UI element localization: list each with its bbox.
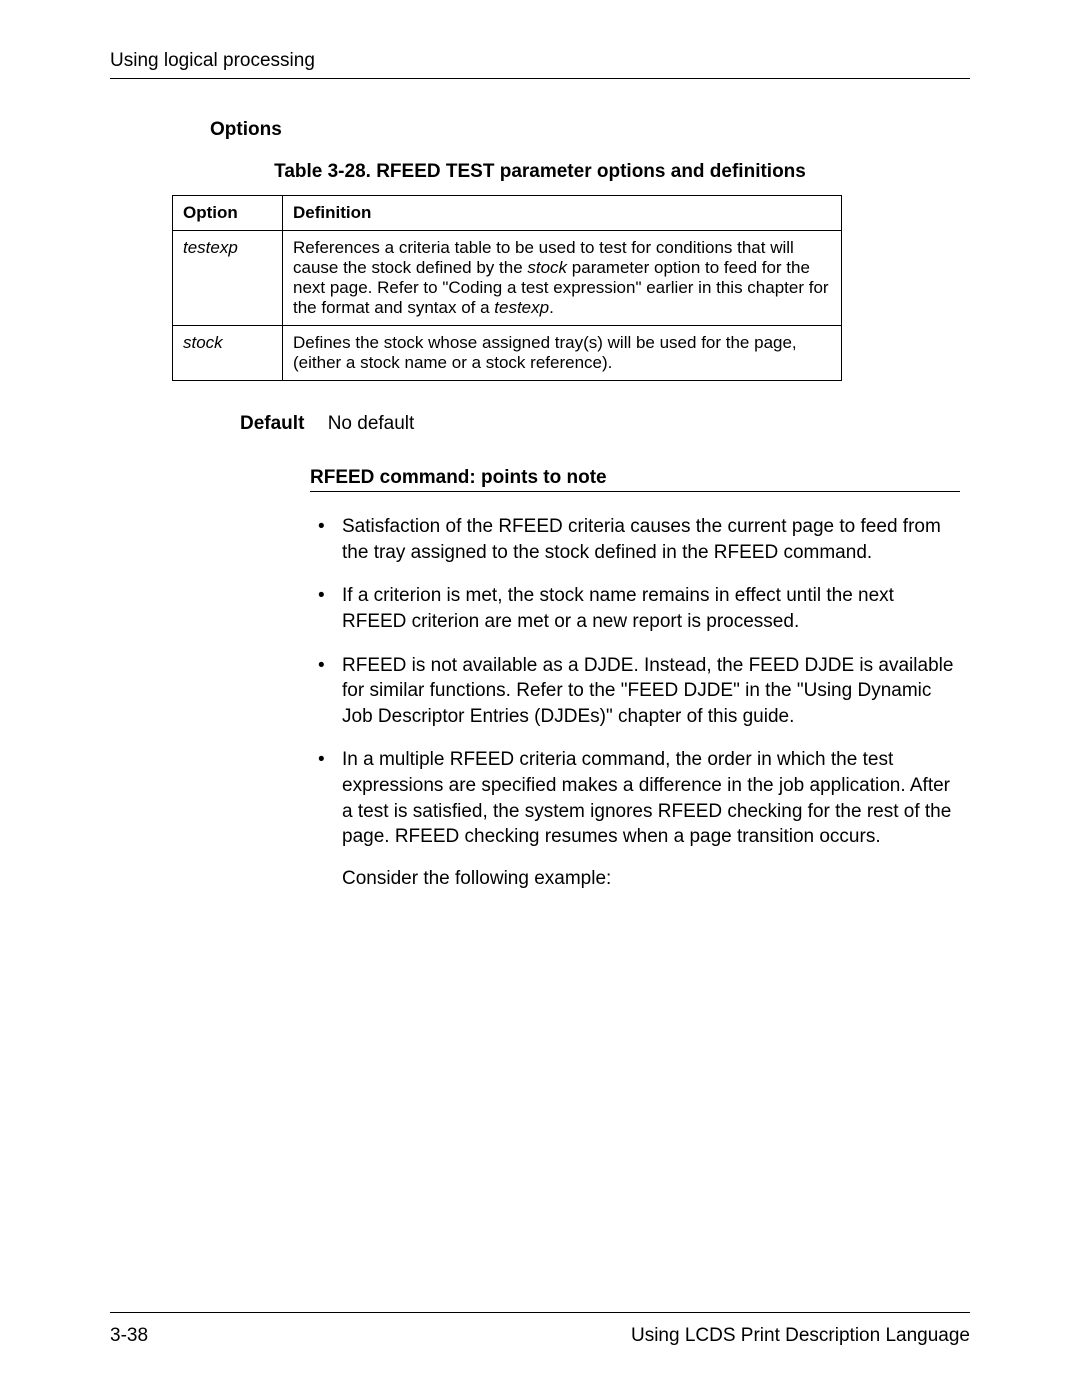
table-row: testexp References a criteria table to b… (173, 231, 842, 326)
page-number: 3-38 (110, 1325, 148, 1347)
options-table: Option Definition testexp References a c… (172, 195, 842, 381)
trailing-paragraph: Consider the following example: (342, 868, 962, 890)
list-item: RFEED is not available as a DJDE. Instea… (310, 653, 960, 730)
option-definition: References a criteria table to be used t… (283, 231, 842, 326)
list-item: Satisfaction of the RFEED criteria cause… (310, 514, 960, 565)
option-definition: Defines the stock whose assigned tray(s)… (283, 326, 842, 381)
header-rule (110, 78, 970, 79)
table-caption: Table 3-28. RFEED TEST parameter options… (110, 161, 970, 183)
option-name: stock (173, 326, 283, 381)
document-page: Using logical processing Options Table 3… (0, 0, 1080, 1397)
def-ital: testexp (494, 298, 549, 317)
col-option: Option (173, 196, 283, 231)
default-value: No default (328, 413, 415, 434)
list-item: If a criterion is met, the stock name re… (310, 583, 960, 634)
option-name: testexp (173, 231, 283, 326)
running-head: Using logical processing (110, 50, 970, 72)
table-row: stock Defines the stock whose assigned t… (173, 326, 842, 381)
options-heading: Options (210, 119, 970, 141)
def-text: . (549, 298, 554, 317)
col-definition: Definition (283, 196, 842, 231)
list-item: In a multiple RFEED criteria command, th… (310, 747, 960, 850)
default-label: Default (240, 413, 304, 435)
footer-title: Using LCDS Print Description Language (631, 1325, 970, 1347)
default-row: Default No default (240, 413, 970, 435)
page-footer: 3-38 Using LCDS Print Description Langua… (110, 1312, 970, 1347)
def-ital: stock (527, 258, 567, 277)
footer-row: 3-38 Using LCDS Print Description Langua… (110, 1325, 970, 1347)
footer-rule (110, 1312, 970, 1313)
notes-heading: RFEED command: points to note (310, 467, 970, 489)
notes-list: Satisfaction of the RFEED criteria cause… (310, 514, 960, 850)
table-header-row: Option Definition (173, 196, 842, 231)
notes-rule (310, 491, 960, 492)
